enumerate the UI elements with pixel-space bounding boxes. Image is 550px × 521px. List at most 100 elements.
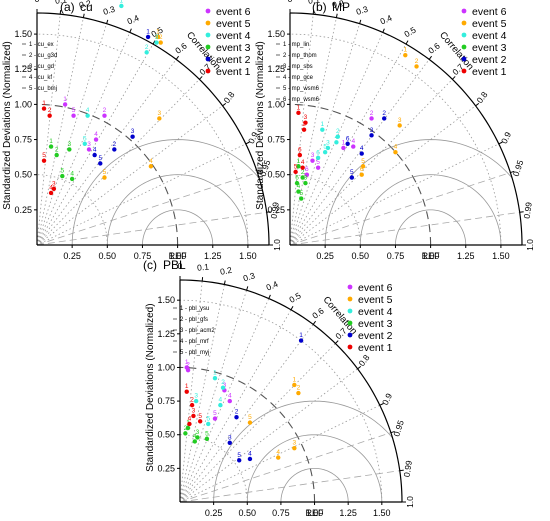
panel-label: (c) (143, 258, 157, 272)
data-point (345, 141, 350, 146)
data-point (189, 402, 195, 408)
data-point (93, 137, 99, 142)
correlation-tick-label: 0.3 (355, 4, 370, 17)
y-tick-label: 0.50 (157, 430, 175, 440)
data-point-label: 6 (346, 135, 350, 142)
correlation-gridline (180, 470, 400, 502)
data-point (187, 421, 192, 427)
data-point-label: 5 (237, 452, 241, 459)
data-point-label: 3 (87, 141, 91, 148)
correlation-gridline (290, 105, 476, 245)
correlation-tick-label: 0.1 (197, 262, 210, 273)
data-point (227, 398, 232, 404)
data-point (403, 52, 408, 58)
scheme-label: 6 - mp_wsm6 (283, 97, 320, 103)
correlation-tick-label: 0.99 (269, 201, 281, 219)
data-point (183, 431, 188, 436)
data-point-label: 1 (63, 96, 67, 103)
data-point-label: 1 (156, 28, 160, 35)
panel-title: cu (80, 0, 93, 14)
y-tick-label: 1.25 (267, 64, 285, 74)
correlation-tick (245, 141, 250, 145)
legend-entry: event 4 (216, 30, 251, 42)
correlation-gridline (37, 143, 246, 245)
data-point-label: 4 (301, 159, 305, 166)
data-point-label: 3 (304, 175, 308, 182)
data-point-label: 5 (248, 414, 252, 421)
data-point (310, 158, 315, 163)
data-point-label: 4 (335, 134, 339, 141)
legend-marker (461, 20, 467, 26)
legend-entry: event 4 (472, 30, 507, 42)
std-arc (180, 434, 248, 502)
scheme-label: 5 - cu_bmj (29, 86, 57, 92)
data-point (195, 435, 200, 440)
data-point (47, 113, 52, 118)
data-point-label: 3 (311, 152, 315, 159)
y-tick-label: 0.75 (267, 135, 285, 145)
data-point (185, 367, 191, 373)
correlation-tick-label: 0.1 (308, 0, 321, 6)
panel-title: MP (332, 0, 350, 14)
data-point (148, 164, 154, 169)
correlation-tick (82, 13, 85, 18)
data-point-label: 1 (42, 100, 46, 107)
data-point-label: 3 (131, 128, 135, 135)
data-point (85, 113, 90, 118)
legend-marker (347, 308, 353, 314)
scheme-label: 3 - cu_gd (29, 64, 54, 70)
data-point (397, 123, 402, 128)
data-point (234, 415, 239, 420)
correlation-tick-label: 0 (178, 261, 183, 271)
y-tick-label: 1.00 (14, 99, 32, 109)
correlation-tick (175, 55, 180, 60)
legend-entry: event 6 (358, 282, 393, 294)
correlation-gridline (290, 14, 314, 245)
data-point-label: 2 (221, 379, 225, 386)
correlation-tick (312, 320, 317, 325)
correlation-tick-label: 0.99 (402, 460, 414, 478)
scheme-label: 3 - mp_sbs (283, 64, 313, 70)
data-point (237, 458, 242, 463)
data-point (360, 164, 366, 169)
correlation-tick-label: 0.2 (219, 265, 233, 277)
legend-marker (205, 44, 211, 50)
correlation-tick-label: 0.5 (402, 25, 417, 40)
scheme-label: 1 - pbl_ysu (180, 306, 209, 312)
data-point-label: 2 (190, 397, 194, 404)
data-point (82, 141, 88, 146)
data-point (227, 440, 232, 445)
scheme-label: 4 - pbl_mrf (180, 339, 209, 345)
correlation-tick-label: 0.3 (242, 270, 257, 283)
x-tick-label: 1.00 (169, 251, 187, 261)
data-point-label: 1 (213, 370, 217, 377)
correlation-gridline (37, 32, 131, 245)
data-point-label: 5 (205, 430, 209, 437)
data-point-label: 4 (360, 145, 364, 152)
std-arc (37, 174, 108, 245)
data-point-label: 4 (219, 397, 223, 404)
data-point-label: 1 (297, 158, 301, 165)
data-point-label: 3 (196, 429, 200, 436)
correlation-gridline (290, 32, 384, 245)
data-point (48, 190, 54, 196)
data-point-label: 2 (235, 409, 239, 416)
plot-area (180, 281, 402, 502)
correlation-gridline (37, 14, 61, 245)
data-point (296, 189, 301, 194)
scheme-label: 3 - pbl_acm2 (180, 328, 215, 334)
correlation-gridline (37, 79, 200, 245)
data-point (206, 421, 211, 427)
correlation-tick (428, 55, 433, 60)
data-point-label: 2 (370, 110, 374, 117)
data-point-label: 5 (316, 159, 320, 166)
correlation-gridline (180, 284, 225, 502)
data-point-label: 4 (70, 170, 74, 177)
legend-marker (461, 56, 467, 62)
correlation-tick (199, 76, 203, 80)
data-point (296, 164, 301, 169)
data-point (212, 376, 218, 381)
correlation-tick (498, 141, 503, 145)
data-point (382, 116, 387, 121)
correlation-tick (223, 280, 226, 285)
